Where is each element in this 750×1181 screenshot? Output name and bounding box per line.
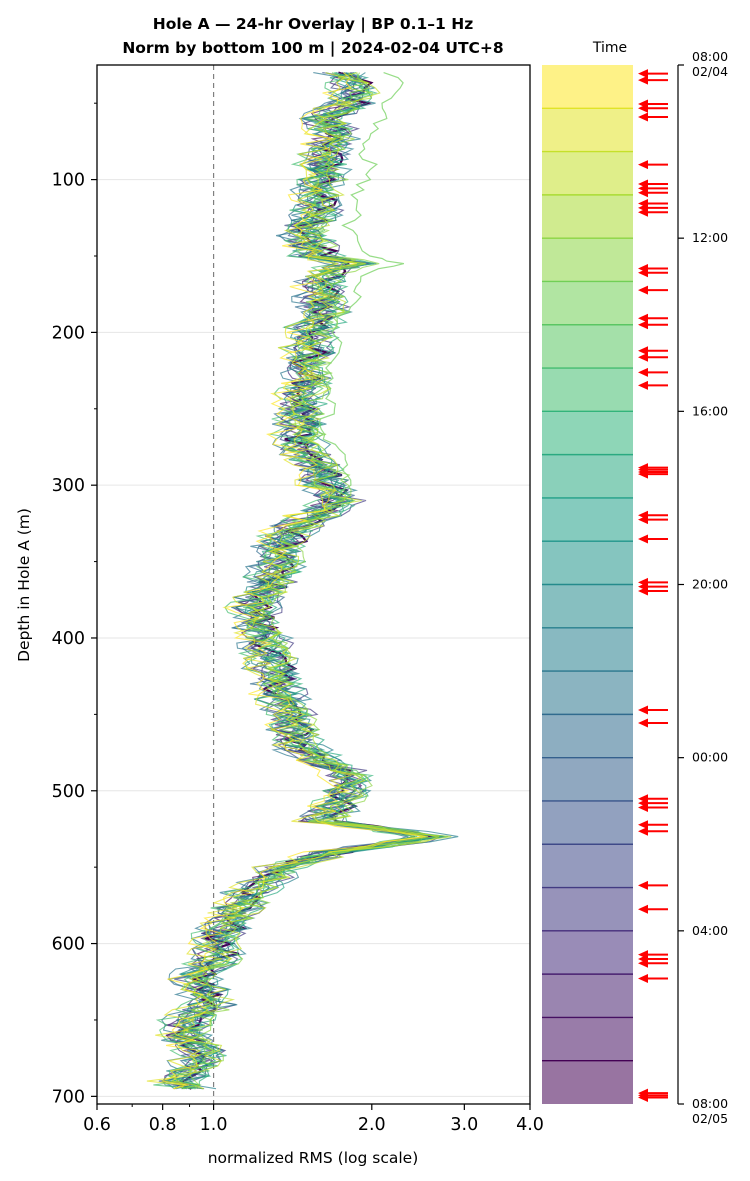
x-tick-label: 0.6 bbox=[83, 1115, 111, 1135]
event-arrow bbox=[638, 802, 668, 812]
time-band bbox=[542, 671, 633, 715]
event-arrow bbox=[638, 160, 668, 170]
event-arrow bbox=[638, 820, 668, 830]
time-band bbox=[542, 844, 633, 888]
time-axis: 08:0002/0412:0016:0020:0000:0004:0008:00… bbox=[677, 49, 728, 1126]
y-axis-label: Depth in Hole A (m) bbox=[15, 508, 33, 662]
time-band bbox=[542, 1060, 633, 1104]
time-band bbox=[542, 65, 633, 109]
x-tick-label: 3.0 bbox=[450, 1115, 478, 1135]
y-tick-label: 100 bbox=[52, 171, 85, 191]
event-arrow bbox=[638, 103, 668, 113]
time-band bbox=[542, 541, 633, 585]
y-tick-label: 700 bbox=[52, 1087, 85, 1107]
event-arrow bbox=[638, 515, 668, 525]
rms-profile-curves bbox=[146, 71, 459, 1090]
x-tick-label: 1.0 bbox=[200, 1115, 228, 1135]
event-arrow bbox=[638, 705, 668, 715]
time-tick-label: 04:00 bbox=[692, 923, 728, 938]
event-arrow bbox=[638, 880, 668, 890]
event-arrow bbox=[638, 469, 668, 479]
plot-frame bbox=[96, 64, 531, 1105]
x-tick-label: 0.8 bbox=[149, 1115, 177, 1135]
time-tick-label: 16:00 bbox=[692, 403, 728, 418]
hourly-rms-curve bbox=[161, 72, 426, 1090]
chart-title-line1: Hole A — 24-hr Overlay | BP 0.1–1 Hz bbox=[153, 15, 473, 34]
event-arrow bbox=[638, 75, 668, 85]
event-arrow bbox=[638, 285, 668, 295]
event-arrow bbox=[638, 973, 668, 983]
y-tick-label: 500 bbox=[52, 782, 85, 802]
time-band bbox=[542, 411, 633, 455]
event-arrow bbox=[638, 904, 668, 914]
event-arrow bbox=[638, 207, 668, 217]
x-axis-label: normalized RMS (log scale) bbox=[208, 1149, 419, 1167]
event-arrow bbox=[638, 367, 668, 377]
time-band bbox=[542, 151, 633, 195]
profile-plot-area: 0.6 0.8 1.0 2.0 3.0 4.0 100 200 300 400 500 600 700 bbox=[52, 64, 544, 1135]
event-arrow bbox=[638, 534, 668, 544]
time-color-bands bbox=[542, 65, 633, 1104]
event-arrows bbox=[638, 69, 668, 1103]
event-arrow bbox=[638, 826, 668, 836]
time-tick-label: 08:00 bbox=[692, 49, 728, 64]
y-tick-label: 200 bbox=[52, 323, 85, 343]
time-band bbox=[542, 627, 633, 672]
x-tick-label: 4.0 bbox=[516, 1115, 544, 1135]
time-band bbox=[542, 497, 633, 542]
y-tick-label: 400 bbox=[52, 629, 85, 649]
time-band bbox=[542, 238, 633, 282]
event-arrow bbox=[638, 69, 668, 79]
time-tick-label: 20:00 bbox=[692, 577, 728, 592]
hourly-rms-curve bbox=[170, 72, 452, 1089]
time-colorbar bbox=[542, 65, 668, 1104]
x-tick-label: 2.0 bbox=[358, 1115, 386, 1135]
time-band bbox=[542, 368, 633, 412]
time-band bbox=[542, 757, 633, 801]
time-tick-label: 00:00 bbox=[692, 750, 728, 765]
time-axis-ticks: 08:0002/0412:0016:0020:0000:0004:0008:00… bbox=[678, 49, 728, 1126]
hourly-rms-curve bbox=[164, 72, 415, 1090]
event-arrow bbox=[638, 958, 668, 968]
time-band bbox=[542, 454, 633, 498]
event-arrow bbox=[638, 188, 668, 198]
time-band bbox=[542, 887, 633, 931]
time-band bbox=[542, 108, 633, 152]
time-tick-label: 12:00 bbox=[692, 230, 728, 245]
event-arrow bbox=[638, 352, 668, 362]
event-arrow bbox=[638, 1093, 668, 1103]
event-arrow bbox=[638, 313, 668, 323]
y-tick-label: 600 bbox=[52, 935, 85, 955]
event-arrow bbox=[638, 346, 668, 356]
event-arrow bbox=[638, 718, 668, 728]
time-band bbox=[542, 800, 633, 845]
y-axis-ticks: 100 200 300 400 500 600 700 bbox=[52, 102, 97, 1107]
time-band bbox=[542, 584, 633, 628]
outlier-rms-curve bbox=[318, 72, 405, 496]
event-arrow bbox=[638, 320, 668, 330]
event-arrow bbox=[638, 268, 668, 278]
colorbar-label: Time bbox=[592, 40, 627, 56]
time-band bbox=[542, 714, 633, 758]
chart-title-line2: Norm by bottom 100 m | 2024-02-04 UTC+8 bbox=[122, 39, 503, 58]
hourly-rms-curve bbox=[170, 72, 440, 1090]
time-band bbox=[542, 1017, 633, 1061]
time-tick-label: 02/05 bbox=[692, 1111, 728, 1126]
event-arrow bbox=[638, 112, 668, 122]
time-band bbox=[542, 281, 633, 325]
hourly-rms-curve bbox=[146, 72, 428, 1090]
time-tick-label: 08:00 bbox=[692, 1096, 728, 1111]
time-band bbox=[542, 194, 633, 239]
time-band bbox=[542, 324, 633, 369]
event-arrow bbox=[638, 586, 668, 596]
y-tick-label: 300 bbox=[52, 476, 85, 496]
time-tick-label: 02/04 bbox=[692, 64, 728, 79]
x-axis-ticks: 0.6 0.8 1.0 2.0 3.0 4.0 bbox=[83, 1104, 544, 1135]
time-band bbox=[542, 974, 633, 1018]
time-band bbox=[542, 930, 633, 975]
event-arrow bbox=[638, 380, 668, 390]
